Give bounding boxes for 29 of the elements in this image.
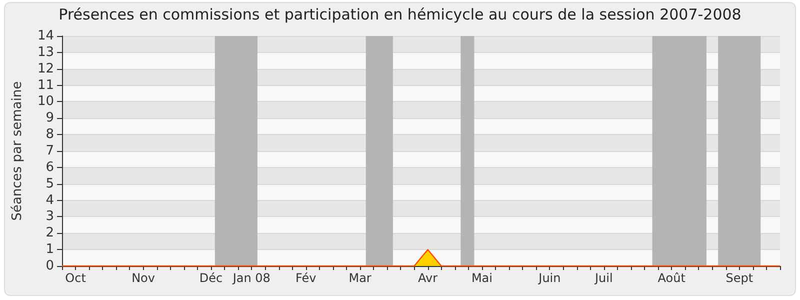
x-tick-label: Fév [295, 271, 316, 285]
x-tick-label: Oct [65, 271, 86, 285]
y-tick-label: 7 [46, 144, 54, 158]
x-tick-label: Juil [594, 271, 613, 285]
x-tick-label: Sept [726, 271, 754, 285]
y-tick-label: 6 [46, 160, 54, 175]
y-tick-label: 3 [46, 209, 54, 224]
x-tick-label: Déc [199, 271, 223, 285]
x-tick-label: Août [658, 271, 686, 285]
y-tick-label: 10 [37, 94, 54, 110]
y-tick-label: 8 [46, 127, 54, 142]
y-tick-label: 12 [37, 61, 54, 76]
y-axis-title: Séances par semaine [10, 81, 25, 221]
y-tick-label: 5 [46, 176, 54, 192]
x-tick-label: Mai [471, 271, 492, 285]
y-tick-label: 13 [37, 44, 54, 60]
x-tick-label: Juin [538, 271, 561, 285]
x-tick-label: Nov [132, 271, 155, 285]
x-tick-label: Mar [348, 271, 372, 285]
x-tick-label: Jan 08 [232, 271, 270, 285]
x-tick-label: Avr [418, 271, 438, 285]
y-tick-label: 1 [46, 242, 54, 258]
y-tick-label: 0 [46, 258, 54, 274]
y-tick-label: 11 [37, 78, 54, 93]
y-tick-label: 4 [46, 192, 54, 208]
y-tick-label: 9 [46, 110, 54, 126]
chart-title: Présences en commissions et participation en hémicycle au cours de la session 2007-2008 [58, 6, 742, 24]
y-tick-label: 2 [46, 226, 54, 241]
y-tick-label: 14 [37, 28, 54, 44]
